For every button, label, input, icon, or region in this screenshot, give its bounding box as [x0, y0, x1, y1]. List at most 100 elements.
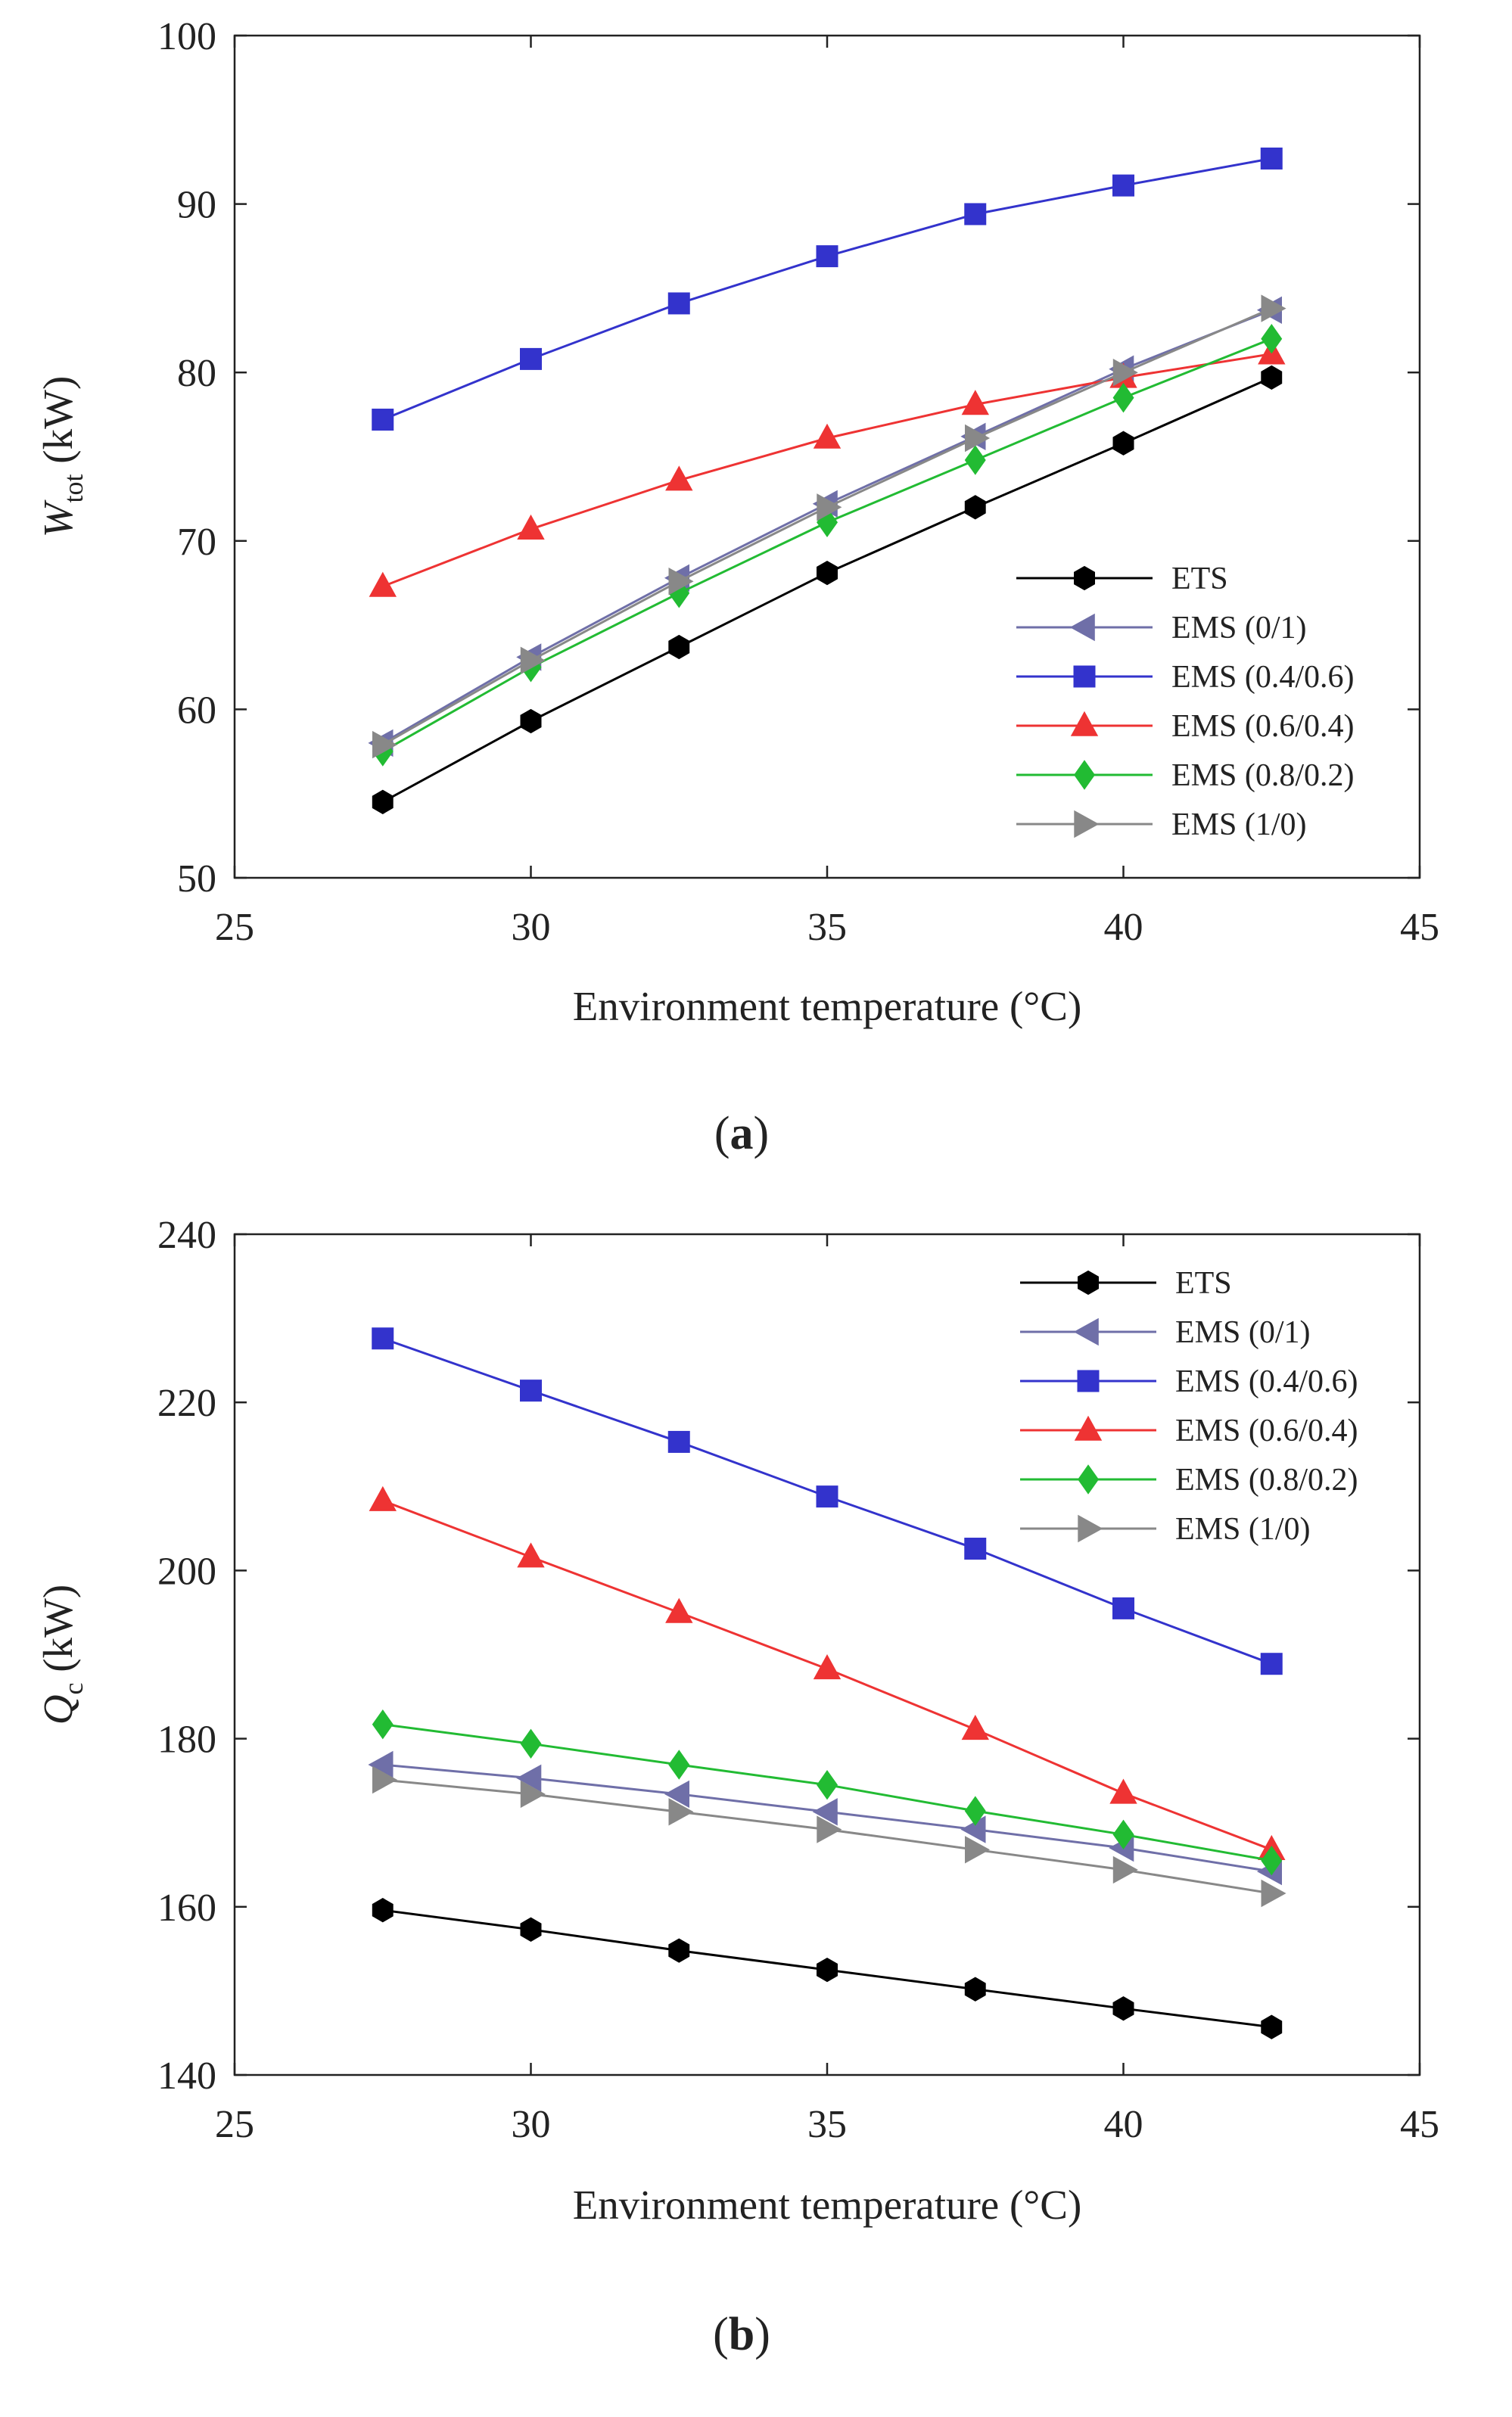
data-point [667, 292, 690, 315]
data-point [520, 1728, 542, 1759]
data-point [517, 1542, 545, 1568]
triangle-up-marker-icon [1070, 711, 1099, 736]
data-point [668, 1938, 690, 1963]
x-tick-label: 30 [512, 906, 551, 949]
data-point [369, 571, 397, 597]
data-point [372, 1709, 394, 1740]
data-point [964, 1796, 986, 1826]
square-marker-icon [1073, 665, 1096, 688]
y-axis-title-subscript: c [58, 1683, 89, 1695]
y-tick-label: 180 [157, 1719, 216, 1762]
triangle-left-marker-icon [1069, 613, 1095, 642]
x-tick-label: 25 [215, 2103, 254, 2146]
data-point [961, 390, 989, 415]
series-group [369, 339, 1286, 597]
data-point [961, 1715, 989, 1740]
data-point [516, 1764, 542, 1792]
plot-area-frame [233, 34, 1421, 879]
data-point [520, 1780, 546, 1809]
legend-label: EMS (0.8/0.2) [1171, 758, 1355, 793]
data-point [817, 1769, 838, 1800]
data-point [1112, 382, 1134, 413]
y-axis-title: Qc (kW) [35, 1585, 89, 1725]
series-group [372, 294, 1286, 759]
y-axis-title-symbol: W [35, 499, 81, 537]
y-axis-title-unit: (kW) [35, 1585, 81, 1672]
series-group [372, 1327, 1283, 1675]
data-point [1109, 1778, 1137, 1804]
y-tick-label: 240 [157, 1214, 216, 1257]
data-point [668, 1750, 690, 1780]
data-point [964, 495, 986, 520]
data-point [668, 568, 694, 596]
legend-label: ETS [1171, 561, 1228, 596]
data-point [372, 409, 394, 431]
data-point [372, 730, 398, 759]
series-group [372, 1709, 1283, 1876]
y-tick-label: 50 [177, 857, 216, 901]
series-line [382, 157, 1272, 421]
data-point [1112, 1996, 1134, 2021]
series-group [369, 1485, 1286, 1860]
data-point [520, 708, 542, 734]
x-tick-label: 45 [1400, 906, 1439, 949]
data-point [664, 1780, 689, 1809]
data-point [1261, 1845, 1283, 1876]
data-point [1112, 1819, 1134, 1850]
y-tick-label: 100 [157, 15, 216, 58]
data-point [812, 1798, 838, 1826]
hexagon-marker-icon [1074, 565, 1095, 591]
y-tick-label: 90 [177, 184, 216, 227]
legend-label: EMS (1/0) [1171, 807, 1307, 842]
data-point [817, 1815, 842, 1843]
panel-label-letter: b [729, 2309, 754, 2360]
data-point [520, 646, 546, 674]
data-point [964, 445, 986, 475]
legend-label: EMS (0.6/0.4) [1175, 1414, 1358, 1448]
y-axis-title-symbol: Q [35, 1695, 81, 1725]
square-marker-icon [1077, 1370, 1100, 1392]
data-point [816, 245, 838, 268]
y-tick-label: 140 [157, 2055, 216, 2098]
legend: ETS EMS (0/1) EMS (0.4/0.6) EMS (0.6/0.4) EM… [1016, 561, 1355, 842]
series-group [372, 365, 1283, 814]
legend-label: EMS (0.8/0.2) [1175, 1463, 1358, 1498]
y-axis-title: Wtot (kW) [35, 376, 89, 538]
data-point [813, 1654, 842, 1680]
series-line [382, 338, 1272, 753]
series-group [372, 323, 1283, 767]
data-point [964, 1977, 986, 2002]
data-point [517, 514, 545, 540]
data-point [1260, 1653, 1283, 1675]
data-point [1112, 431, 1134, 456]
x-axis-title: Environment temperature (°C) [573, 2182, 1082, 2228]
data-point [1261, 323, 1283, 354]
data-point [1260, 147, 1283, 170]
data-point [668, 1798, 694, 1826]
legend-label: ETS [1175, 1266, 1232, 1301]
data-point [369, 1485, 397, 1511]
data-point [372, 789, 394, 814]
series-group [372, 1898, 1283, 2039]
data-point [372, 1898, 394, 1923]
legend-label: EMS (0.4/0.6) [1171, 660, 1355, 695]
data-point [520, 347, 542, 370]
data-point [520, 1380, 542, 1402]
data-point [1112, 1597, 1134, 1619]
data-point [1261, 294, 1286, 322]
legend: ETS EMS (0/1) EMS (0.4/0.6) EMS (0.6/0.4) EM… [1020, 1266, 1358, 1547]
data-point [965, 424, 991, 453]
data-point [665, 465, 693, 491]
data-point [665, 1597, 693, 1623]
series-line [382, 353, 1272, 588]
x-axis-title: Environment temperature (°C) [573, 983, 1082, 1029]
series-group [372, 147, 1283, 431]
triangle-right-marker-icon [1074, 810, 1100, 838]
panel-label: (a) [714, 1108, 769, 1159]
triangle-right-marker-icon [1078, 1514, 1103, 1543]
x-tick-label: 35 [807, 906, 847, 949]
y-tick-label: 70 [177, 521, 216, 564]
data-point [667, 1430, 690, 1453]
data-point [1112, 1856, 1138, 1884]
